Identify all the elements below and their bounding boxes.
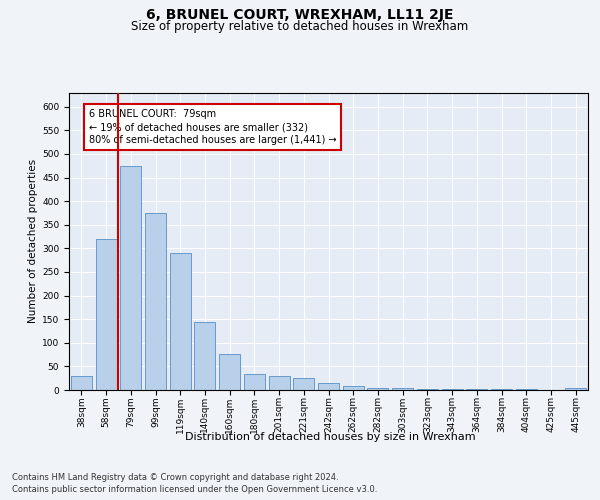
Bar [442, 388, 463, 390]
Text: Distribution of detached houses by size in Wrexham: Distribution of detached houses by size … [185, 432, 475, 442]
Bar [516, 388, 537, 390]
Bar [318, 383, 339, 390]
Bar [367, 388, 388, 390]
Text: Contains HM Land Registry data © Crown copyright and database right 2024.: Contains HM Land Registry data © Crown c… [12, 472, 338, 482]
Bar [120, 166, 141, 390]
Bar [343, 386, 364, 390]
Y-axis label: Number of detached properties: Number of detached properties [28, 159, 38, 324]
Bar [466, 388, 487, 390]
Text: Contains public sector information licensed under the Open Government Licence v3: Contains public sector information licen… [12, 485, 377, 494]
Text: Size of property relative to detached houses in Wrexham: Size of property relative to detached ho… [131, 20, 469, 33]
Bar [219, 354, 240, 390]
Bar [71, 376, 92, 390]
Bar [95, 239, 116, 390]
Bar [244, 374, 265, 390]
Text: 6 BRUNEL COURT:  79sqm
← 19% of detached houses are smaller (332)
80% of semi-de: 6 BRUNEL COURT: 79sqm ← 19% of detached … [89, 109, 337, 146]
Text: 6, BRUNEL COURT, WREXHAM, LL11 2JE: 6, BRUNEL COURT, WREXHAM, LL11 2JE [146, 8, 454, 22]
Bar [392, 388, 413, 390]
Bar [491, 388, 512, 390]
Bar [293, 378, 314, 390]
Bar [565, 388, 586, 390]
Bar [269, 376, 290, 390]
Bar [145, 213, 166, 390]
Bar [170, 253, 191, 390]
Bar [417, 388, 438, 390]
Bar [194, 322, 215, 390]
